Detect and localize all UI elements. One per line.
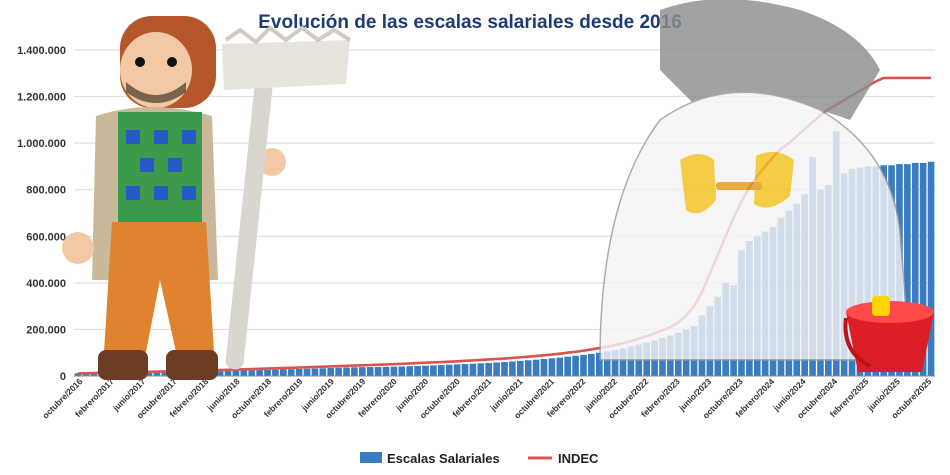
bar bbox=[240, 370, 248, 376]
bar bbox=[319, 368, 327, 376]
bar bbox=[414, 365, 421, 376]
bar bbox=[303, 368, 311, 376]
bar bbox=[516, 360, 524, 376]
y-tick-label: 800.000 bbox=[26, 185, 66, 197]
bar bbox=[485, 362, 493, 376]
legend-label-line: INDEC bbox=[558, 451, 599, 466]
y-tick-label: 0 bbox=[60, 371, 66, 383]
bar bbox=[588, 353, 595, 376]
bar bbox=[493, 362, 500, 376]
bar bbox=[627, 346, 635, 376]
bar bbox=[232, 370, 240, 376]
bar bbox=[572, 355, 579, 376]
y-tick-label: 400.000 bbox=[26, 278, 66, 290]
bar bbox=[374, 366, 382, 376]
bar bbox=[453, 364, 461, 376]
illustration-overlay bbox=[62, 0, 934, 380]
bar bbox=[90, 373, 98, 376]
bar bbox=[382, 366, 390, 376]
bar bbox=[153, 372, 161, 376]
bar bbox=[548, 358, 556, 376]
red-bucket-icon bbox=[843, 296, 934, 372]
bar bbox=[461, 364, 469, 376]
bar bbox=[216, 371, 224, 376]
bar bbox=[406, 366, 414, 376]
bar bbox=[256, 370, 263, 376]
bar bbox=[287, 369, 295, 376]
bar bbox=[82, 373, 90, 376]
y-axis: 0 200.000 400.000 600.000 800.000 1.000.000 1.… bbox=[17, 45, 935, 383]
bar bbox=[343, 367, 350, 376]
y-tick-label: 200.000 bbox=[26, 324, 66, 336]
bar bbox=[366, 367, 374, 376]
bar bbox=[477, 363, 485, 376]
bar bbox=[311, 368, 319, 376]
bar bbox=[272, 369, 279, 376]
bar bbox=[224, 370, 232, 376]
y-tick-label: 1.400.000 bbox=[17, 45, 66, 57]
playmobil-figure-icon bbox=[62, 16, 286, 380]
y-tick-label: 1.000.000 bbox=[17, 138, 66, 150]
bar bbox=[501, 362, 508, 376]
bar bbox=[469, 363, 477, 376]
bar bbox=[509, 361, 516, 376]
y-tick-label: 600.000 bbox=[26, 231, 66, 243]
bar bbox=[145, 372, 153, 376]
grid-lines bbox=[74, 49, 935, 377]
bar bbox=[264, 369, 271, 376]
bar bbox=[422, 365, 429, 376]
bar bbox=[280, 369, 287, 376]
bar bbox=[390, 366, 398, 376]
bar bbox=[445, 364, 453, 376]
bar bbox=[351, 367, 358, 376]
bar bbox=[919, 162, 927, 376]
bar bbox=[398, 366, 406, 376]
bar bbox=[927, 161, 935, 376]
bar bbox=[532, 359, 540, 376]
legend-label-bars: Escalas Salariales bbox=[387, 451, 500, 466]
ghost-figure-icon bbox=[599, 0, 911, 361]
bar bbox=[524, 360, 532, 376]
bar bbox=[540, 359, 548, 376]
bar bbox=[161, 372, 169, 376]
bar bbox=[430, 365, 437, 376]
bar bbox=[359, 367, 366, 376]
bar bbox=[564, 356, 572, 376]
bar bbox=[580, 354, 587, 376]
x-axis: octubre/2016febrero/2017junio/2017octubr… bbox=[40, 376, 933, 420]
bar bbox=[619, 348, 627, 376]
y-tick-label: 1.200.000 bbox=[17, 92, 66, 104]
bar bbox=[327, 367, 335, 376]
legend-swatch-bars bbox=[360, 452, 382, 463]
bar bbox=[595, 352, 603, 376]
bar bbox=[437, 365, 445, 376]
bar bbox=[556, 357, 564, 376]
legend: Escalas Salariales INDEC bbox=[360, 451, 599, 466]
bar bbox=[335, 367, 342, 376]
bar bbox=[911, 162, 919, 376]
bar bbox=[904, 164, 911, 376]
bar bbox=[611, 349, 619, 376]
mop-icon bbox=[222, 25, 352, 370]
bar bbox=[248, 370, 256, 376]
bar bbox=[295, 368, 303, 376]
bar bbox=[74, 373, 82, 376]
bar bbox=[603, 351, 611, 376]
chart-title: Evolución de las escalas salariales desd… bbox=[258, 12, 682, 33]
